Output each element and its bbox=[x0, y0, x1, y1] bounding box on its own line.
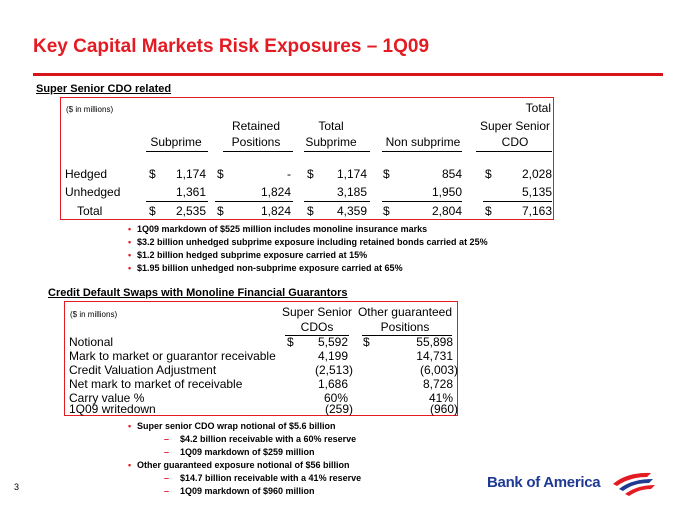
cell-sym: $ bbox=[287, 335, 294, 349]
cell-value: (960) bbox=[429, 402, 458, 416]
cell-value: 14,731 bbox=[416, 349, 453, 363]
cell-value: 8,728 bbox=[422, 377, 453, 391]
flag-icon bbox=[613, 472, 655, 496]
cell-value: 1,824 bbox=[260, 204, 291, 218]
cell-value: 2,804 bbox=[431, 204, 462, 218]
bullet-item: • $1.2 billion hedged subprime exposure c… bbox=[128, 250, 368, 260]
cell-sym: $ bbox=[217, 204, 224, 218]
cell-value: 2,028 bbox=[521, 167, 552, 181]
cell-value: 5,135 bbox=[521, 185, 552, 199]
cell-value: (2,513) bbox=[314, 363, 353, 377]
page-number: 3 bbox=[14, 482, 20, 492]
cell-value: 1,361 bbox=[175, 185, 206, 199]
sub-bullet-item: –1Q09 markdown of $960 million bbox=[164, 486, 315, 496]
cell-value: (6,003) bbox=[419, 363, 458, 377]
row-label: Notional bbox=[69, 335, 114, 349]
cell-value: 4,199 bbox=[317, 349, 348, 363]
bullet-item: • $1.95 billion unhedged non-subprime exp… bbox=[128, 263, 403, 273]
cell-sym: $ bbox=[485, 204, 492, 218]
col-header-a-1: Super Senior bbox=[281, 305, 353, 319]
cds-table: ($ in millions) Super Senior Other guara… bbox=[64, 301, 458, 416]
units-label: ($ in millions) bbox=[66, 105, 114, 114]
cell-value: 1,174 bbox=[175, 167, 206, 181]
slide-title: Key Capital Markets Risk Exposures – 1Q0… bbox=[33, 36, 430, 57]
cell-value: 1,174 bbox=[336, 167, 367, 181]
cell-sym: $ bbox=[307, 204, 314, 218]
col-header-total-0: Total bbox=[525, 101, 551, 115]
title-rule bbox=[33, 73, 663, 76]
row-label-hedged: Hedged bbox=[65, 167, 108, 181]
col-header-total-2: CDO bbox=[501, 135, 529, 149]
row-label: Carry value % bbox=[69, 391, 145, 405]
sub-bullet-item: –1Q09 markdown of $259 million bbox=[164, 447, 315, 457]
cell-value: 1,686 bbox=[317, 377, 348, 391]
cell-value: 3,185 bbox=[336, 185, 367, 199]
cell-sym: $ bbox=[363, 335, 370, 349]
col-header-non-subprime: Non subprime bbox=[385, 135, 461, 149]
cell-sym: $ bbox=[217, 167, 224, 181]
cell-value: (259) bbox=[324, 402, 353, 416]
cdo-table: ($ in millions) Total Retained Total Sup… bbox=[60, 97, 554, 220]
units-label: ($ in millions) bbox=[70, 310, 118, 319]
col-header-retained-2: Positions bbox=[231, 135, 281, 149]
section-heading-cds: Credit Default Swaps with Monoline Finan… bbox=[48, 287, 348, 299]
cell-value: 1,824 bbox=[260, 185, 291, 199]
row-label-total: Total bbox=[77, 204, 103, 218]
row-label: Mark to market or guarantor receivable bbox=[69, 349, 276, 363]
cell-value: 4,359 bbox=[336, 204, 367, 218]
cell-sym: $ bbox=[383, 167, 390, 181]
row-label-unhedged: Unhedged bbox=[65, 185, 121, 199]
row-label: Credit Valuation Adjustment bbox=[69, 363, 217, 377]
cell-sym: $ bbox=[383, 204, 390, 218]
bullet-item: • 1Q09 markdown of $525 million includes … bbox=[128, 224, 428, 234]
col-header-a-2: CDOs bbox=[300, 320, 334, 334]
bullet-item: • Other guaranteed exposure notional of $… bbox=[128, 460, 350, 470]
section-heading-cdo: Super Senior CDO related bbox=[36, 83, 172, 95]
col-header-total-subprime-2: Subprime bbox=[305, 135, 357, 149]
col-header-retained-1: Retained bbox=[231, 119, 281, 133]
col-header-total-1: Super Senior bbox=[479, 119, 551, 133]
cell-value: 7,163 bbox=[521, 204, 552, 218]
col-header-b-2: Positions bbox=[380, 320, 430, 334]
cell-value: 55,898 bbox=[416, 335, 453, 349]
sub-bullet-item: – $4.2 billion receivable with a 60% rese… bbox=[164, 434, 357, 444]
col-header-subprime: Subprime bbox=[150, 135, 202, 149]
bullet-item: • $3.2 billion unhedged subprime exposure… bbox=[128, 237, 488, 247]
cell-value: 60% bbox=[323, 391, 348, 405]
sub-bullet-item: – $14.7 billion receivable with a 41% res… bbox=[164, 473, 362, 483]
cell-sym: $ bbox=[485, 167, 492, 181]
cell-value: 2,535 bbox=[175, 204, 206, 218]
bullet-item: • Super senior CDO wrap notional of $5.6 … bbox=[128, 421, 336, 431]
col-header-b-1: Other guaranteed bbox=[357, 305, 453, 319]
cell-value: 5,592 bbox=[317, 335, 348, 349]
row-label: Net mark to market of receivable bbox=[69, 377, 243, 391]
cell-value: 854 bbox=[441, 167, 462, 181]
cell-sym: $ bbox=[307, 167, 314, 181]
cell-sym: $ bbox=[149, 167, 156, 181]
col-header-total-subprime-1: Total bbox=[318, 119, 344, 133]
cell-value: - bbox=[287, 167, 291, 181]
cell-sym: $ bbox=[149, 204, 156, 218]
cell-value: 41% bbox=[428, 391, 453, 405]
row-label: 1Q09 writedown bbox=[69, 402, 156, 416]
cell-value: 1,950 bbox=[431, 185, 462, 199]
